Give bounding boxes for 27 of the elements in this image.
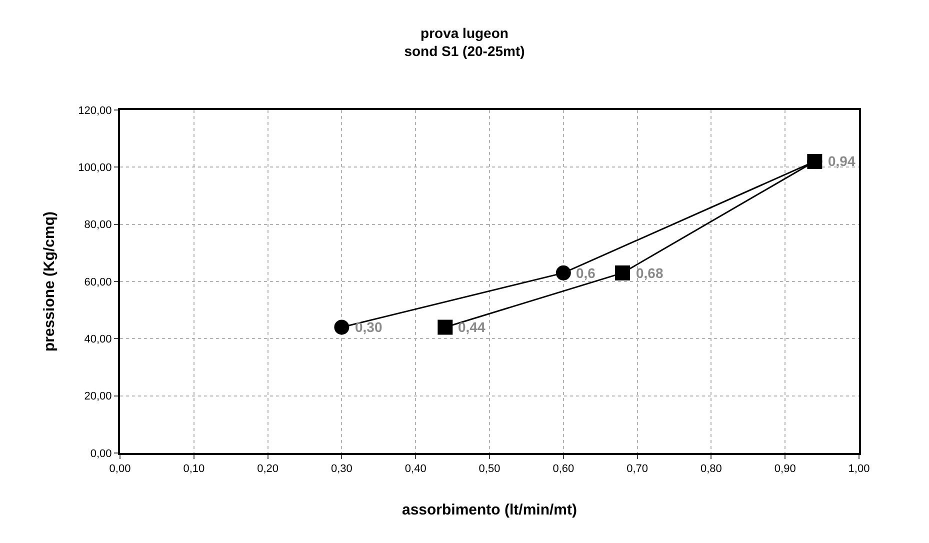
x-axis-title: assorbimento (lt/min/mt) <box>402 502 578 519</box>
chart-title: prova lugeon <box>420 25 508 42</box>
annotation: 0,94 <box>828 153 856 169</box>
x-tick-label: 0,10 <box>183 463 205 476</box>
x-tick-label: 0,90 <box>774 463 796 476</box>
x-tick-label: 0,80 <box>700 463 722 476</box>
y-tick-label: 100,00 <box>78 162 112 174</box>
annotation: 0,68 <box>636 265 664 281</box>
x-tick-label: 1,00 <box>848 463 870 476</box>
y-tick-label: 60,00 <box>84 276 112 288</box>
y-tick-label: 40,00 <box>84 334 112 346</box>
chart-subtitle: sond S1 (20-25mt) <box>404 43 525 60</box>
y-tick-label: 20,00 <box>84 390 112 403</box>
x-tick-label: 0,00 <box>109 463 131 476</box>
annotation: 0,6 <box>576 265 596 281</box>
y-axis-title: pressione (Kg/cmq) <box>40 211 58 352</box>
y-tick-label: 80,00 <box>84 219 112 232</box>
annotation: 0,30 <box>355 319 382 335</box>
y-tick-label: 120,00 <box>78 104 112 117</box>
x-tick-label: 0,20 <box>257 463 279 476</box>
x-tick-label: 0,70 <box>626 463 648 476</box>
y-tick-label: 0,00 <box>90 448 112 460</box>
x-tick-label: 0,50 <box>478 463 500 476</box>
x-tick-label: 0,60 <box>552 463 574 476</box>
x-tick-label: 0,30 <box>330 463 352 476</box>
x-tick-label: 0,40 <box>404 463 426 476</box>
annotation: 0,44 <box>458 319 486 335</box>
